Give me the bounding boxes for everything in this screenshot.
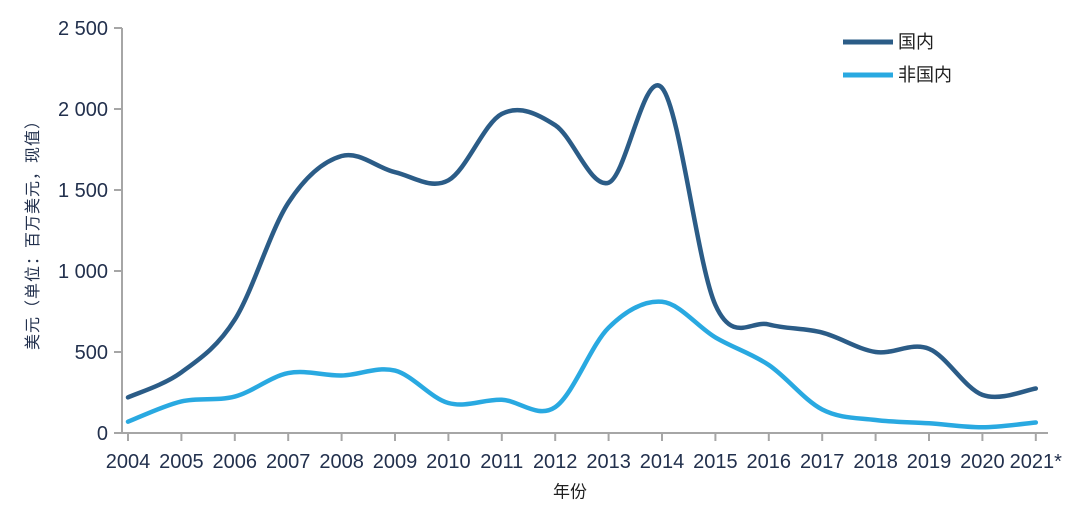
y-tick-label: 500 <box>75 342 108 364</box>
x-tick-label: 2010 <box>426 451 471 473</box>
y-tick-label: 1 500 <box>58 180 108 202</box>
y-tick-label: 1 000 <box>58 261 108 283</box>
x-tick-label: 2004 <box>106 451 151 473</box>
x-tick-label: 2012 <box>533 451 578 473</box>
x-tick-label: 2018 <box>853 451 898 473</box>
series-line-non-domestic <box>125 299 1039 430</box>
y-axis-title: 美元（单位：百万美元，现值） <box>25 111 42 351</box>
x-tick-label: 2009 <box>373 451 418 473</box>
x-axis-title: 年份 <box>553 482 587 502</box>
x-tick-label: 2005 <box>159 451 204 473</box>
x-tick-label: 2020 <box>960 451 1005 473</box>
x-tick-label: 2015 <box>693 451 738 473</box>
x-tick-label: 2008 <box>319 451 364 473</box>
y-tick-label: 2 000 <box>58 99 108 121</box>
x-tick-label: 2006 <box>213 451 258 473</box>
x-tick-label: 2017 <box>800 451 845 473</box>
legend-label: 非国内 <box>898 65 952 85</box>
x-tick-label: 2011 <box>480 451 523 473</box>
x-tick-label: 2016 <box>747 451 792 473</box>
x-tick-label: 2019 <box>907 451 952 473</box>
axes <box>121 28 1048 434</box>
series-line-domestic <box>125 83 1039 400</box>
y-tick-label: 0 <box>97 423 108 445</box>
x-tick-label: 2021* <box>1010 451 1062 473</box>
x-tick-label: 2014 <box>640 451 685 473</box>
x-tick-label: 2007 <box>266 451 311 473</box>
y-tick-label: 2 500 <box>58 18 108 40</box>
x-tick-label: 2013 <box>586 451 631 473</box>
legend-label: 国内 <box>898 32 934 52</box>
